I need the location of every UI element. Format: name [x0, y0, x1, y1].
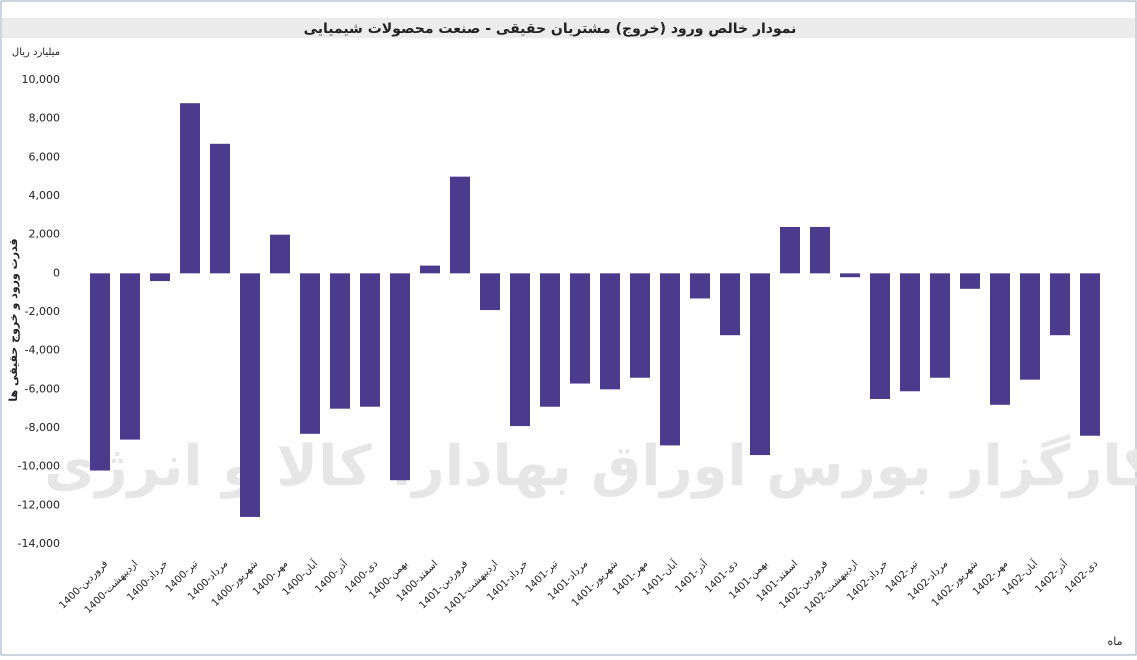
y-tick-label: -8,000 — [25, 421, 60, 434]
y-tick-label: 8,000 — [29, 112, 61, 125]
bar — [300, 273, 320, 434]
bar — [450, 176, 470, 274]
y-tick-label: -6,000 — [25, 382, 60, 395]
y-tick-label: -12,000 — [18, 498, 60, 511]
bar — [360, 273, 380, 407]
bar — [570, 273, 590, 384]
bar — [690, 273, 710, 299]
bar — [330, 273, 350, 409]
y-tick-label: 2,000 — [29, 228, 61, 241]
x-axis-label: ماه — [1107, 635, 1122, 648]
bar — [750, 273, 770, 456]
bar — [600, 273, 620, 390]
bar — [990, 273, 1010, 405]
bar — [480, 273, 500, 311]
bar — [1050, 273, 1070, 336]
y-tick-label: 6,000 — [29, 150, 61, 163]
y-axis-label: قدرت ورود و خروج حقیقی ها — [7, 238, 21, 401]
y-tick-label: -2,000 — [25, 305, 60, 318]
bar — [960, 273, 980, 289]
bar — [900, 273, 920, 392]
watermark: کارگزار بورس اوراق بهادار، کالا و انرژی — [44, 434, 1137, 499]
bar — [660, 273, 680, 446]
bar — [780, 226, 800, 274]
bar — [270, 234, 290, 274]
y-tick-label: -14,000 — [18, 537, 60, 550]
bar — [120, 273, 140, 440]
bar — [420, 265, 440, 274]
bar — [540, 273, 560, 407]
bar — [870, 273, 890, 399]
y-tick-label: 0 — [53, 266, 60, 279]
bar — [1020, 273, 1040, 380]
bar — [390, 273, 410, 481]
bar — [510, 273, 530, 427]
bar — [930, 273, 950, 378]
y-tick-label: -4,000 — [25, 344, 60, 357]
bar — [90, 273, 110, 471]
y-tick-label: -10,000 — [18, 460, 60, 473]
chart-title: نمودار خالص ورود (خروج) مشتریان حقیقی - … — [304, 21, 797, 37]
bar — [210, 143, 230, 274]
unit-label: میلیارد ریال — [12, 47, 60, 58]
bar — [720, 273, 740, 336]
y-tick-label: 4,000 — [29, 189, 61, 202]
bar — [810, 226, 830, 274]
title-bar — [2, 18, 1135, 38]
bar — [1080, 273, 1100, 436]
y-tick-label: 10,000 — [22, 73, 61, 86]
bar — [180, 103, 200, 274]
bar — [840, 273, 860, 278]
bar — [150, 273, 170, 282]
bar — [630, 273, 650, 378]
bar — [240, 273, 260, 517]
